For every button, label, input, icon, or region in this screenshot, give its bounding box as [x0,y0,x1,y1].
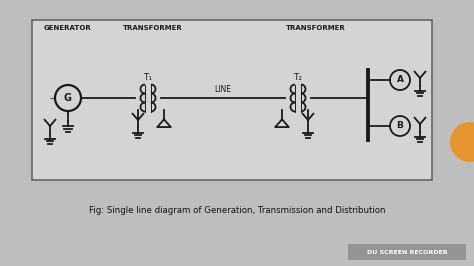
Text: G: G [64,93,72,103]
Text: B: B [397,122,403,131]
Text: GENERATOR: GENERATOR [44,25,92,31]
Text: Fig: Single line diagram of Generation, Transmission and Distribution: Fig: Single line diagram of Generation, … [89,206,385,215]
Text: DU SCREEN RECORDER: DU SCREEN RECORDER [367,250,447,255]
Bar [32,20,432,180]
Text: TRANSFORMER: TRANSFORMER [123,25,183,31]
Text: T₂: T₂ [293,73,302,82]
Text: T₁: T₁ [144,73,153,82]
Text: TRANSFORMER: TRANSFORMER [286,25,346,31]
Bar [348,244,466,260]
Text: A: A [396,76,403,85]
Circle shape [450,122,474,162]
Text: LINE: LINE [215,85,231,94]
